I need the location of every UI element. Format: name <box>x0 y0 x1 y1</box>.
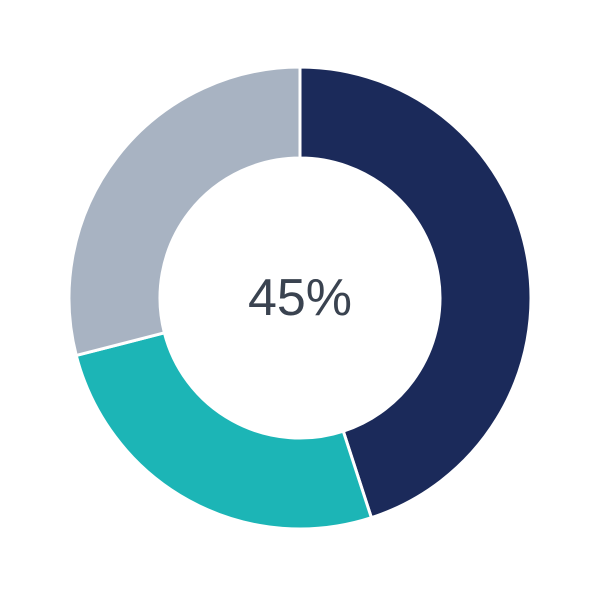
donut-segment-3 <box>67 65 302 358</box>
donut-segment-1 <box>298 65 533 520</box>
donut-segment-2 <box>74 330 374 531</box>
